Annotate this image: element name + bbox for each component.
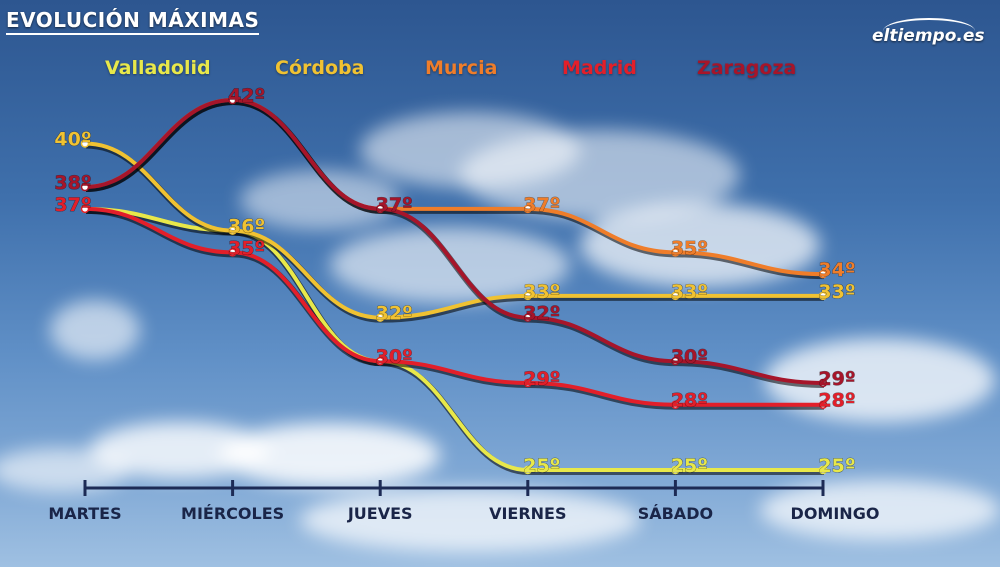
data-point — [818, 400, 828, 409]
data-point — [375, 204, 385, 214]
series-line-madrid — [84, 206, 823, 407]
data-point — [818, 269, 828, 279]
data-point — [818, 291, 828, 301]
legend-zaragoza: Zaragoza — [697, 57, 797, 79]
data-point — [818, 465, 828, 475]
legend-murcia: Murcia — [425, 57, 498, 79]
legend-madrid: Madrid — [562, 57, 637, 79]
data-point — [80, 204, 90, 214]
legend-cordoba: Córdoba — [275, 57, 365, 79]
x-tick-label: MIÉRCOLES — [181, 504, 284, 523]
data-point — [818, 378, 828, 388]
data-point — [228, 226, 237, 235]
x-tick-label: MARTES — [48, 504, 121, 523]
data-point — [375, 313, 385, 322]
data-point — [375, 356, 385, 366]
x-tick-label: JUEVES — [347, 504, 413, 523]
x-axis — [83, 480, 825, 496]
series-line-córdoba — [84, 141, 823, 320]
data-label: 37º — [376, 194, 413, 216]
data-point — [671, 356, 680, 366]
data-label: 42º — [228, 85, 265, 107]
data-point — [523, 465, 533, 475]
data-point — [671, 291, 680, 301]
eltiempo-logo: eltiempo.es — [872, 26, 985, 46]
series-lines — [80, 95, 828, 476]
data-point — [523, 313, 533, 322]
data-label: 30º — [376, 346, 413, 368]
data-label: 28º — [671, 390, 708, 412]
data-label: 33º — [523, 281, 560, 303]
data-point — [671, 465, 680, 475]
data-point — [523, 204, 533, 214]
legend-valladolid: Valladolid — [105, 57, 211, 79]
data-point — [671, 400, 680, 409]
chart-title: EVOLUCIÓN MÁXIMAS — [6, 8, 260, 35]
x-tick-label: SÁBADO — [638, 504, 713, 523]
data-label: 33º — [818, 281, 855, 303]
data-label: 29º — [523, 368, 560, 390]
data-label: 36º — [228, 216, 265, 238]
data-point — [80, 139, 90, 148]
data-label: 25º — [523, 455, 560, 477]
data-label: 30º — [671, 346, 708, 368]
data-label: 34º — [818, 259, 855, 281]
data-point — [523, 291, 533, 301]
data-point — [523, 378, 533, 388]
data-label: 32º — [523, 303, 560, 325]
data-label: 37º — [54, 194, 91, 216]
data-label: 35º — [228, 237, 265, 259]
x-axis-tick-labels: MARTES MIÉRCOLES JUEVES VIERNES SÁBADO DOMING… — [48, 504, 879, 523]
data-label: 28º — [818, 390, 855, 412]
data-label: 25º — [818, 455, 855, 477]
x-tick-label: DOMINGO — [791, 504, 880, 523]
data-label: 25º — [671, 455, 708, 477]
data-point — [80, 182, 90, 192]
data-point — [671, 248, 680, 257]
data-label: 37º — [523, 194, 560, 216]
data-point — [228, 95, 237, 105]
data-label: 32º — [376, 303, 413, 325]
data-label: 29º — [818, 368, 855, 390]
x-tick-label: VIERNES — [489, 504, 566, 523]
logo-cloud-icon — [883, 18, 975, 44]
data-label: 35º — [671, 237, 708, 259]
data-point — [228, 248, 237, 257]
data-label: 38º — [54, 172, 91, 194]
data-label: 40º — [54, 129, 91, 151]
data-label: 33º — [671, 281, 708, 303]
